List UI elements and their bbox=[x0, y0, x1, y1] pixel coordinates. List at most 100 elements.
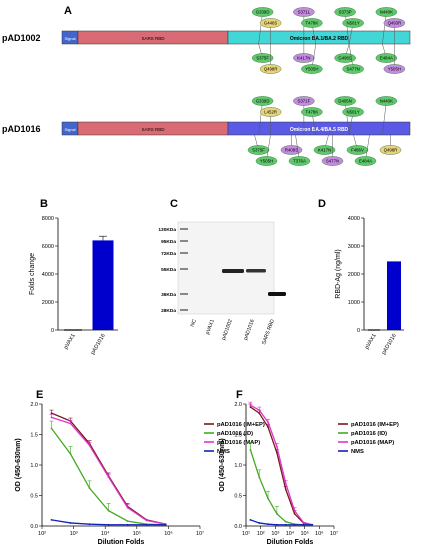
mutation-tag bbox=[383, 18, 406, 28]
mutation-tag bbox=[259, 107, 282, 117]
gel-background bbox=[177, 221, 275, 315]
ladder-band bbox=[180, 240, 188, 242]
x-tick-label: 10⁴ bbox=[101, 530, 110, 537]
mutation-tag bbox=[293, 7, 315, 17]
data-point bbox=[302, 521, 305, 524]
legend-label: pAD1016 (MAP) bbox=[351, 440, 394, 446]
mutation-label: S477N bbox=[326, 159, 339, 164]
mutation-tag bbox=[288, 156, 311, 166]
data-point bbox=[267, 523, 269, 526]
y-tick-label: 1.0 bbox=[234, 463, 242, 469]
mutation-tag bbox=[354, 156, 377, 166]
gel-marker-label: 28KDa bbox=[161, 308, 176, 314]
panel-letter-f: F bbox=[236, 389, 243, 401]
bar-pad1016 bbox=[92, 240, 114, 330]
mutation-label: N440K bbox=[380, 10, 393, 15]
data-point bbox=[88, 444, 91, 447]
data-point bbox=[284, 488, 287, 491]
x-tick-label: 10² bbox=[257, 531, 265, 537]
mutation-label: Q498R bbox=[384, 148, 398, 153]
band-pad1016 bbox=[246, 269, 266, 273]
mutation-label: T478K bbox=[306, 110, 319, 115]
gel-lane-label: NC bbox=[190, 318, 198, 327]
gel-lane-label: pAD1016 bbox=[243, 319, 256, 341]
y-tick-label: 0 bbox=[357, 328, 360, 334]
x-tick-label: 10¹ bbox=[242, 531, 250, 537]
legend-label: pAD1016 (MAP) bbox=[217, 440, 260, 446]
mutation-tag bbox=[342, 64, 364, 74]
data-point bbox=[284, 520, 287, 523]
y-axis-label: Folds change bbox=[29, 253, 36, 295]
bar-pad1016 bbox=[387, 261, 401, 330]
series-line bbox=[250, 519, 313, 526]
mutation-tag bbox=[280, 145, 303, 155]
data-point bbox=[276, 523, 278, 526]
ladder-band bbox=[180, 268, 188, 270]
data-point bbox=[267, 497, 269, 500]
x-tick-label: 10³ bbox=[70, 531, 78, 537]
chart-d: 0 1000 2000 3000 4000 RBD-Ag (ng/ml) pVAX1 pAD1… bbox=[335, 216, 404, 356]
x-tick-label: pVAX1 bbox=[63, 333, 77, 350]
x-tick-label: 10⁵ bbox=[300, 530, 308, 537]
mutation-line bbox=[258, 100, 263, 136]
x-tick-label: 10⁷ bbox=[330, 530, 338, 537]
mutation-label: G339D bbox=[256, 10, 270, 15]
mutation-label: S375F bbox=[256, 56, 269, 61]
mutation-tag bbox=[301, 18, 323, 28]
data-point bbox=[50, 427, 53, 430]
legend-label: pAD1016 (ID) bbox=[217, 431, 253, 437]
mutation-label: N501Y bbox=[347, 110, 360, 115]
gel-marker-label: 55KDa bbox=[161, 267, 176, 273]
data-point bbox=[276, 445, 278, 448]
mutation-tag bbox=[321, 156, 344, 166]
mutation-label: K417N bbox=[297, 56, 310, 61]
y-tick-label: 1.5 bbox=[30, 433, 38, 439]
x-tick-label: 10⁶ bbox=[164, 530, 172, 537]
data-point bbox=[258, 476, 261, 479]
data-point bbox=[293, 523, 296, 526]
panel-letter-d: D bbox=[318, 198, 326, 210]
mutation-line bbox=[382, 11, 387, 45]
mutation-label: Q498R bbox=[264, 67, 278, 72]
mutation-label: G446S bbox=[264, 21, 278, 26]
mutation-tag bbox=[375, 96, 398, 106]
chart-b: 0 2000 4000 6000 8000 Folds change pVAX1 pAD101… bbox=[29, 216, 118, 356]
y-axis-label: OD (450-630nm) bbox=[15, 438, 22, 491]
y-tick-label: 0.0 bbox=[30, 524, 38, 530]
mutation-label: S375F bbox=[252, 148, 265, 153]
mutation-tag bbox=[251, 53, 274, 63]
data-point bbox=[126, 520, 129, 523]
mutation-tag bbox=[301, 64, 323, 74]
sars-rbd-label: SARS RBD bbox=[141, 127, 165, 132]
data-point bbox=[249, 406, 252, 408]
data-point bbox=[311, 523, 314, 526]
panel-letter-c: C bbox=[170, 198, 178, 210]
y-tick-label: 0.5 bbox=[30, 494, 38, 500]
x-tick-label: pAD1016 bbox=[90, 333, 107, 356]
mutation-tag bbox=[375, 7, 398, 17]
mutation-label: N501Y bbox=[347, 21, 360, 26]
mutation-tag bbox=[247, 145, 270, 155]
panel-letter-b: B bbox=[40, 198, 48, 210]
mutation-label: L452R bbox=[264, 110, 277, 115]
mutation-label: Y505H bbox=[305, 67, 318, 72]
mutation-tag bbox=[342, 18, 364, 28]
band-sars-rbd bbox=[268, 292, 286, 296]
data-point bbox=[249, 519, 252, 521]
signal-label: Signal bbox=[64, 36, 75, 41]
data-point bbox=[258, 409, 261, 411]
series-line bbox=[249, 449, 313, 526]
mutation-line bbox=[344, 11, 350, 45]
sars-rbd-label: SARS RBD bbox=[141, 36, 165, 41]
mutation-label: T376A bbox=[293, 159, 306, 164]
y-tick-label: 8000 bbox=[42, 216, 54, 222]
data-point bbox=[69, 453, 72, 455]
chart-f: 0.0 0.5 1.0 1.5 2.0 10¹ 10² 10³ 10⁴ 10⁵ 10⁶ 10⁷ Dilu… bbox=[219, 401, 399, 546]
omicron-rbd-label: Omicron BA.4/BA.5 RBD bbox=[290, 127, 349, 133]
data-point bbox=[293, 512, 296, 515]
y-tick-label: 4000 bbox=[42, 272, 54, 278]
construct-pad1002: pAD1002 Signal SARS RBD Omicron BA.1/BA.… bbox=[2, 7, 411, 74]
data-point bbox=[276, 512, 278, 515]
mutation-label: S371F bbox=[298, 99, 311, 104]
y-tick-label: 4000 bbox=[348, 216, 360, 222]
